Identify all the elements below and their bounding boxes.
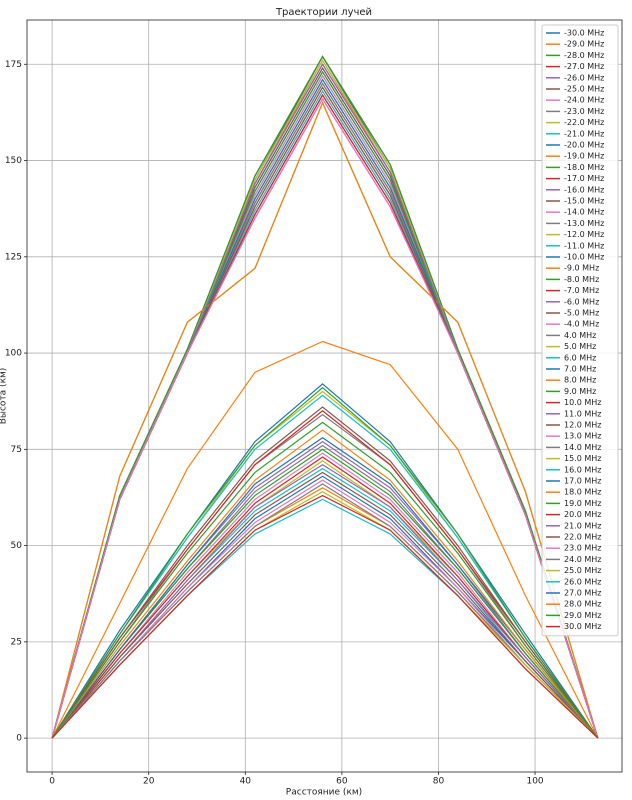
series-line [51, 383, 599, 739]
series-line [51, 429, 599, 739]
legend-label: 21.0 MHz [564, 521, 601, 530]
series-line [51, 456, 599, 739]
legend-label: 28.0 MHz [564, 600, 601, 609]
legend-label: 23.0 MHz [564, 544, 601, 553]
legend-label: -13.0 MHz [564, 219, 604, 228]
x-tick-label: 80 [433, 777, 445, 787]
series-line [51, 413, 599, 739]
y-tick-label: 100 [5, 349, 22, 359]
legend-label: 10.0 MHz [564, 398, 601, 407]
legend-label: -23.0 MHz [564, 107, 604, 116]
legend-label: 22.0 MHz [564, 533, 601, 542]
legend-label: 20.0 MHz [564, 510, 601, 519]
legend-label: -16.0 MHz [564, 185, 604, 194]
legend-box [541, 24, 619, 637]
series-line [51, 55, 599, 739]
legend-label: 17.0 MHz [564, 477, 601, 486]
legend-label: -10.0 MHz [564, 253, 604, 262]
series-line [51, 410, 599, 739]
series-line [51, 340, 599, 739]
x-tick-label: 0 [49, 777, 55, 787]
legend-label: -12.0 MHz [564, 230, 604, 239]
legend-label: 7.0 MHz [564, 365, 596, 374]
y-tick-label: 150 [5, 156, 22, 166]
legend-label: 18.0 MHz [564, 488, 601, 497]
series-line [51, 448, 599, 739]
y-tick-label: 75 [11, 445, 22, 455]
legend-label: 19.0 MHz [564, 499, 601, 508]
series-line [51, 483, 599, 739]
legend-label: -14.0 MHz [564, 208, 604, 217]
series-line [51, 494, 599, 739]
legend-label: -5.0 MHz [564, 309, 599, 318]
legend-label: -6.0 MHz [564, 297, 599, 306]
legend-label: 5.0 MHz [564, 342, 596, 351]
y-tick-label: 25 [11, 637, 22, 647]
legend-label: -24.0 MHz [564, 96, 604, 105]
legend-label: -21.0 MHz [564, 129, 604, 138]
legend-label: -4.0 MHz [564, 320, 599, 329]
legend-label: -27.0 MHz [564, 62, 604, 71]
x-tick-label: 40 [240, 777, 252, 787]
y-tick-label: 125 [5, 252, 22, 262]
chart-title: Траектории лучей [275, 7, 372, 18]
x-tick-label: 60 [336, 777, 348, 787]
lines [51, 55, 599, 739]
series-line [51, 479, 599, 739]
series-line [51, 421, 599, 739]
legend-label: 8.0 MHz [564, 376, 596, 385]
x-tick-label: 100 [526, 777, 543, 787]
legend-label: -30.0 MHz [564, 29, 604, 38]
legend-label: -26.0 MHz [564, 73, 604, 82]
legend-label: -25.0 MHz [564, 85, 604, 94]
legend-label: 9.0 MHz [564, 387, 596, 396]
y-axis-label: Высота (км) [0, 368, 9, 425]
series-line [51, 464, 599, 739]
legend-label: 30.0 MHz [564, 622, 601, 631]
y-tick-label: 50 [11, 541, 23, 551]
legend-label: 29.0 MHz [564, 611, 601, 620]
legend-label: 6.0 MHz [564, 353, 596, 362]
legend-label: -9.0 MHz [564, 264, 599, 273]
legend-label: 12.0 MHz [564, 421, 601, 430]
legend-label: 27.0 MHz [564, 589, 601, 598]
legend-label: 25.0 MHz [564, 566, 601, 575]
series-line [51, 452, 599, 739]
x-tick-label: 20 [143, 777, 155, 787]
legend-label: -22.0 MHz [564, 118, 604, 127]
legend-label: 16.0 MHz [564, 465, 601, 474]
plot-frame [26, 19, 623, 773]
legend-label: -29.0 MHz [564, 40, 604, 49]
y-tick-label: 0 [16, 734, 22, 744]
legend-label: 4.0 MHz [564, 331, 596, 340]
legend-label: -18.0 MHz [564, 163, 604, 172]
legend-label: -28.0 MHz [564, 51, 604, 60]
legend-label: 14.0 MHz [564, 443, 601, 452]
legend-label: 13.0 MHz [564, 432, 601, 441]
x-axis-label: Расстояние (км) [286, 788, 362, 798]
legend-label: -17.0 MHz [564, 174, 604, 183]
legend-label: -15.0 MHz [564, 197, 604, 206]
legend-label: -7.0 MHz [564, 286, 599, 295]
legend-label: 15.0 MHz [564, 454, 601, 463]
series-line [51, 101, 599, 739]
series-line [51, 394, 599, 739]
series-line [51, 471, 599, 739]
series-line [51, 406, 599, 739]
legend-label: -8.0 MHz [564, 275, 599, 284]
legend-label: 11.0 MHz [564, 409, 601, 418]
series-line [51, 437, 599, 739]
legend-label: 26.0 MHz [564, 577, 601, 586]
legend-label: 24.0 MHz [564, 555, 601, 564]
legend-label: -19.0 MHz [564, 152, 604, 161]
legend: -30.0 MHz -29.0 MHz -28.0 MHz -27.0 MHz -26.… [541, 24, 619, 637]
y-tick-label: 175 [5, 60, 22, 70]
legend-label: -11.0 MHz [564, 241, 604, 250]
legend-label: -20.0 MHz [564, 141, 604, 150]
series-line [51, 386, 599, 739]
series-line [51, 97, 599, 739]
